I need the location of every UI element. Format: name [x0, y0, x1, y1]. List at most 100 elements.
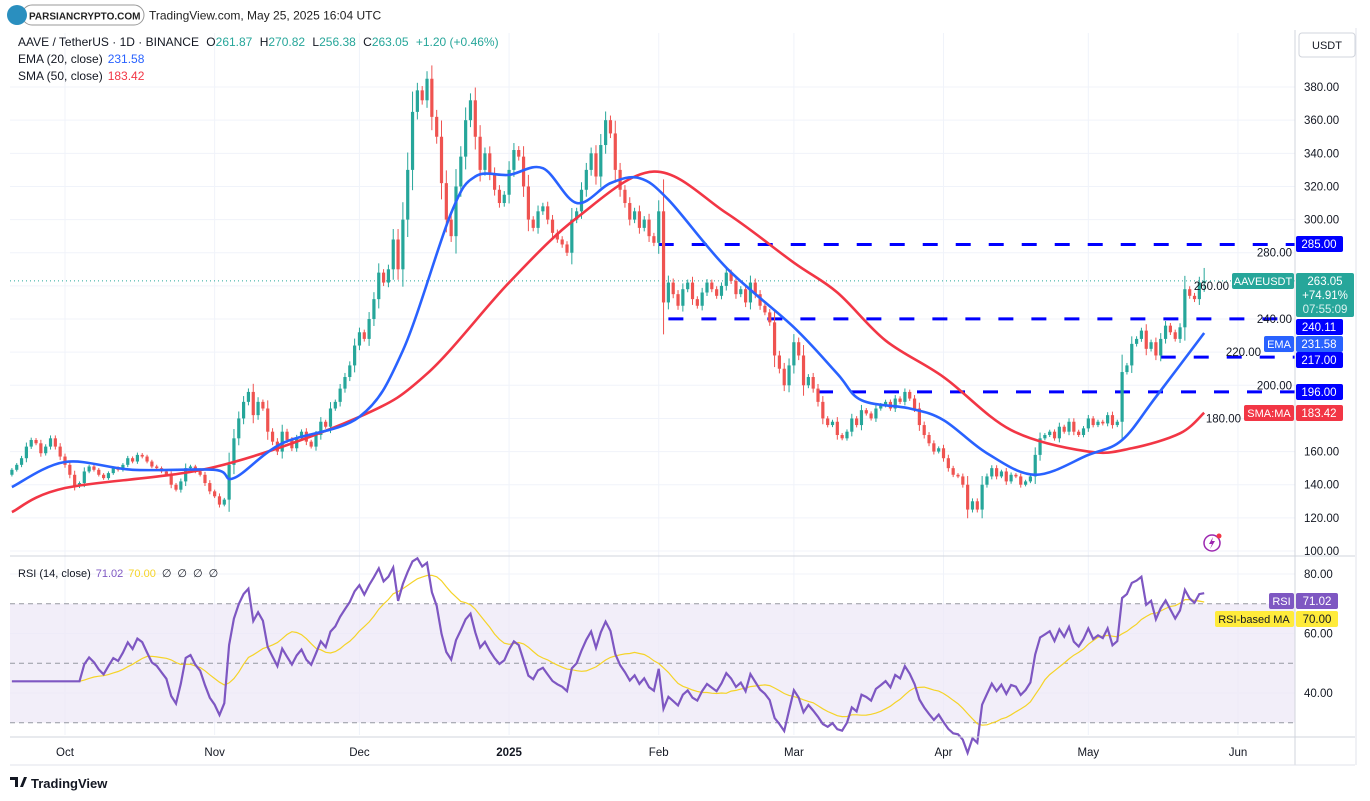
- candle-body: [816, 388, 820, 402]
- candle-body: [241, 401, 246, 419]
- level-tag-240: 240.11: [1296, 319, 1343, 335]
- candle-body: [734, 280, 738, 295]
- candle: [478, 125, 482, 182]
- candle-body: [1091, 418, 1095, 426]
- candle: [1178, 323, 1182, 343]
- candle-body: [898, 398, 902, 402]
- candle-body: [642, 219, 646, 228]
- candle-body: [401, 219, 405, 270]
- candle: [922, 421, 926, 439]
- candle: [956, 473, 960, 479]
- candle-body: [251, 391, 255, 416]
- candle: [797, 337, 801, 361]
- candle-body: [589, 153, 593, 170]
- rsi-tag: RSI 71.02: [1269, 593, 1338, 609]
- candle: [1115, 419, 1119, 428]
- candle-body: [632, 211, 637, 220]
- candle: [550, 214, 555, 238]
- rsi-legend[interactable]: RSI (14, close) 71.02 70.00 ∅ ∅ ∅ ∅: [18, 568, 218, 580]
- candle: [570, 208, 574, 265]
- candle: [309, 439, 313, 449]
- candle: [468, 93, 473, 128]
- candle-body: [821, 401, 825, 419]
- candle-body: [792, 342, 796, 366]
- candle: [531, 216, 535, 232]
- candle: [237, 411, 241, 446]
- candle: [686, 279, 690, 293]
- candle: [512, 143, 516, 177]
- level-tag-196: 196.00: [1296, 384, 1343, 400]
- candle: [657, 200, 661, 254]
- price-tick-label: 100.00: [1304, 546, 1339, 558]
- candle-body: [19, 458, 24, 465]
- candle-body: [415, 90, 419, 112]
- candle: [1202, 267, 1206, 292]
- candle-body: [966, 484, 970, 510]
- candle: [517, 146, 521, 161]
- rsi-ma-line[interactable]: [11, 574, 1205, 726]
- rsi-line[interactable]: [11, 556, 1205, 757]
- candle: [493, 167, 497, 196]
- candle: [357, 327, 362, 351]
- candle-body: [715, 289, 719, 296]
- candle: [396, 229, 400, 280]
- candle-body: [937, 448, 941, 452]
- candle-body: [903, 391, 907, 402]
- sma-legend[interactable]: SMA (50, close) 183.42: [18, 69, 145, 83]
- candle: [734, 276, 738, 299]
- candle-body: [497, 189, 502, 204]
- candle-body: [348, 365, 352, 378]
- candle: [951, 465, 955, 478]
- time-tick-label: Jun: [1229, 747, 1248, 759]
- candle-body: [536, 211, 540, 228]
- candle: [266, 400, 270, 440]
- sma50-line[interactable]: [11, 170, 1206, 514]
- candle-body: [666, 282, 670, 303]
- candle: [1106, 412, 1110, 427]
- candle: [251, 383, 255, 424]
- candle-body: [941, 448, 946, 459]
- candle-body: [710, 282, 714, 290]
- ema20-line[interactable]: [11, 165, 1206, 489]
- candle-body: [164, 471, 168, 475]
- candle: [908, 389, 912, 401]
- ema-legend[interactable]: EMA (20, close) 231.58: [18, 52, 145, 66]
- candle: [966, 476, 970, 519]
- candle-body: [473, 100, 477, 137]
- candle: [869, 411, 873, 421]
- candle: [1173, 329, 1177, 342]
- candle-body: [686, 282, 690, 290]
- candle: [353, 338, 357, 373]
- candle: [1052, 429, 1057, 441]
- candle: [63, 453, 67, 468]
- support-resistance-levels: [10, 242, 1295, 394]
- candle: [87, 464, 91, 474]
- candle: [1096, 419, 1100, 428]
- candle: [24, 442, 28, 463]
- candle: [449, 213, 453, 242]
- price-tick-label: 300.00: [1304, 215, 1339, 227]
- candle-body: [1009, 474, 1013, 482]
- candle: [782, 362, 786, 392]
- candle-body: [377, 272, 381, 300]
- candle: [459, 146, 463, 197]
- candle-body: [435, 116, 439, 137]
- candle: [502, 191, 506, 207]
- candle-body: [1197, 282, 1201, 300]
- candle-body: [623, 189, 627, 204]
- candle: [1023, 479, 1028, 487]
- candle-body: [58, 446, 62, 457]
- candle-body: [768, 312, 772, 323]
- lightning-icon[interactable]: [1203, 533, 1222, 552]
- candle: [58, 443, 62, 461]
- candle-body: [604, 120, 608, 146]
- currency-button[interactable]: USDT: [1298, 32, 1356, 58]
- svg-text:AAVEUSDT: AAVEUSDT: [1234, 276, 1293, 288]
- candle-body: [512, 150, 516, 170]
- tradingview-brand[interactable]: TradingView: [10, 776, 108, 791]
- candle: [222, 497, 226, 507]
- candle-body: [1125, 365, 1129, 373]
- candle-body: [1023, 481, 1028, 485]
- candle: [1125, 362, 1129, 375]
